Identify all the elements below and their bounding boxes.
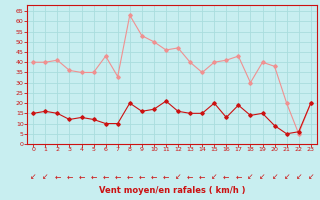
Text: ←: ← xyxy=(78,172,85,182)
Text: ←: ← xyxy=(115,172,121,182)
Text: ←: ← xyxy=(102,172,109,182)
Text: ↙: ↙ xyxy=(30,172,36,182)
Text: ←: ← xyxy=(90,172,97,182)
Text: ↙: ↙ xyxy=(284,172,290,182)
Text: ↙: ↙ xyxy=(42,172,49,182)
Text: ↙: ↙ xyxy=(247,172,254,182)
Text: ←: ← xyxy=(127,172,133,182)
Text: ←: ← xyxy=(235,172,242,182)
Text: ↙: ↙ xyxy=(271,172,278,182)
Text: ←: ← xyxy=(54,172,60,182)
Text: ←: ← xyxy=(163,172,169,182)
Text: ↙: ↙ xyxy=(259,172,266,182)
Text: ↙: ↙ xyxy=(308,172,314,182)
Text: ↙: ↙ xyxy=(211,172,217,182)
Text: ↙: ↙ xyxy=(175,172,181,182)
Text: ←: ← xyxy=(199,172,205,182)
Text: ←: ← xyxy=(139,172,145,182)
Text: ↙: ↙ xyxy=(295,172,302,182)
Text: ←: ← xyxy=(223,172,229,182)
Text: ←: ← xyxy=(66,172,73,182)
Text: ←: ← xyxy=(151,172,157,182)
Text: Vent moyen/en rafales ( km/h ): Vent moyen/en rafales ( km/h ) xyxy=(99,186,245,195)
Text: ←: ← xyxy=(187,172,193,182)
